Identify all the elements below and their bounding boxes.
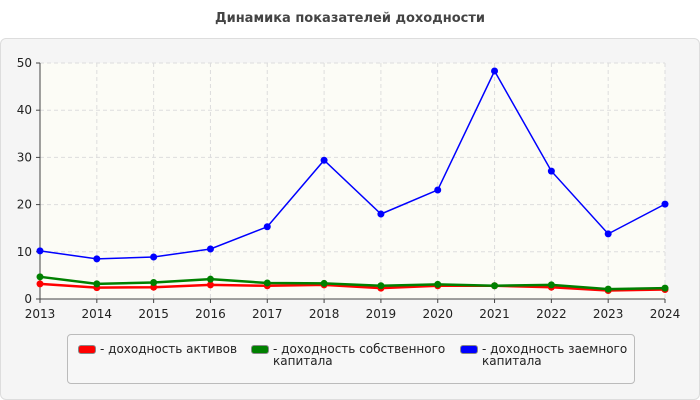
data-point bbox=[604, 230, 612, 238]
data-point bbox=[377, 210, 385, 218]
data-point bbox=[547, 281, 555, 289]
data-point bbox=[491, 282, 499, 290]
x-tick-label: 2020 bbox=[422, 307, 453, 321]
data-point bbox=[93, 280, 101, 288]
x-tick-label: 2017 bbox=[252, 307, 283, 321]
x-tick-label: 2023 bbox=[593, 307, 624, 321]
x-tick-label: 2016 bbox=[195, 307, 226, 321]
legend-swatch bbox=[460, 345, 478, 354]
data-point bbox=[434, 186, 442, 194]
data-point bbox=[36, 280, 44, 288]
series-line bbox=[39, 282, 666, 292]
chart-title: Динамика показателей доходности bbox=[215, 11, 485, 26]
data-point bbox=[604, 285, 612, 293]
data-point bbox=[206, 281, 214, 289]
data-point bbox=[320, 279, 328, 287]
data-point bbox=[150, 253, 158, 261]
data-point bbox=[263, 279, 271, 287]
data-point bbox=[36, 273, 44, 281]
legend-label: - доходность заемного капитала bbox=[482, 342, 628, 368]
legend-item-debt: - доходность заемного капитала bbox=[460, 343, 630, 367]
data-point bbox=[36, 247, 44, 255]
legend-label: - доходность собственного капитала bbox=[273, 342, 446, 368]
x-tick-label: 2014 bbox=[82, 307, 113, 321]
data-point bbox=[206, 275, 214, 283]
x-tick-label: 2018 bbox=[309, 307, 340, 321]
y-tick-label: 0 bbox=[24, 292, 32, 306]
legend-item-equity: - доходность собственного капитала bbox=[251, 343, 451, 367]
legend-item-assets: - доходность активов bbox=[78, 343, 258, 355]
legend-label: - доходность активов bbox=[100, 342, 238, 356]
x-tick-label: 2021 bbox=[479, 307, 510, 321]
y-tick-label: 30 bbox=[17, 150, 32, 164]
legend-swatch bbox=[251, 345, 269, 354]
y-tick-label: 20 bbox=[17, 198, 32, 212]
y-tick-label: 40 bbox=[17, 103, 32, 117]
legend-swatch bbox=[78, 345, 96, 354]
series-line bbox=[39, 275, 666, 291]
data-point bbox=[263, 223, 271, 231]
x-tick-label: 2022 bbox=[536, 307, 567, 321]
x-tick-label: 2015 bbox=[138, 307, 169, 321]
y-tick-label: 50 bbox=[17, 56, 32, 70]
data-point bbox=[491, 67, 499, 75]
data-point bbox=[320, 156, 328, 164]
data-point bbox=[206, 245, 214, 253]
y-tick-label: 10 bbox=[17, 245, 32, 259]
data-point bbox=[661, 284, 669, 292]
legend: - доходность активов - доходность собств… bbox=[67, 334, 635, 384]
data-point bbox=[377, 282, 385, 290]
x-tick-label: 2013 bbox=[25, 307, 56, 321]
data-point bbox=[661, 200, 669, 208]
series-line bbox=[39, 69, 666, 260]
data-point bbox=[547, 167, 555, 175]
data-point bbox=[434, 280, 442, 288]
x-tick-label: 2019 bbox=[366, 307, 397, 321]
plot-area bbox=[40, 63, 665, 299]
data-point bbox=[150, 278, 158, 286]
x-tick-label: 2024 bbox=[650, 307, 681, 321]
data-point bbox=[93, 255, 101, 263]
